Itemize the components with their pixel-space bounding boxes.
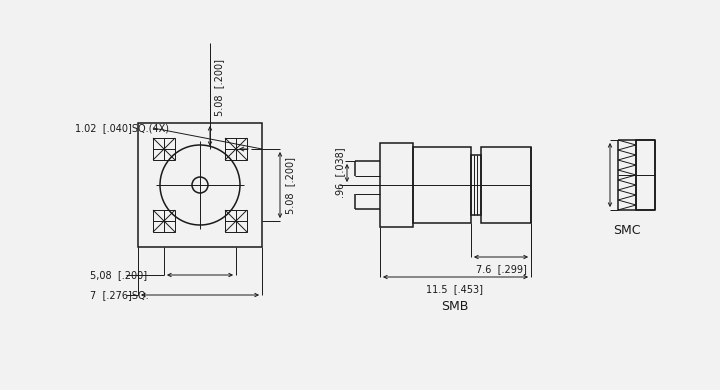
Text: 11.5  [.453]: 11.5 [.453] [426,284,484,294]
Text: 7.6  [.299]: 7.6 [.299] [476,264,526,274]
Text: .96  [.038]: .96 [.038] [335,148,345,198]
Text: 5.08  [.200]: 5.08 [.200] [214,60,224,117]
Bar [138,123,262,247]
Text: SMC: SMC [613,223,641,236]
Text: 5,08  [.200]: 5,08 [.200] [90,270,147,280]
Bar [225,138,247,160]
Text: 7  [.276]SQ.: 7 [.276]SQ. [90,290,148,300]
Bar [153,210,175,232]
Text: 5.08  [.200]: 5.08 [.200] [285,156,295,213]
Bar [636,140,655,210]
Bar [471,155,481,215]
Text: 1.02  [.040]SQ.(4X): 1.02 [.040]SQ.(4X) [75,123,169,133]
Bar [225,210,247,232]
Text: SMB: SMB [441,301,469,314]
Bar [413,147,471,223]
Bar [380,143,413,227]
Bar [153,138,175,160]
Bar [481,147,531,223]
